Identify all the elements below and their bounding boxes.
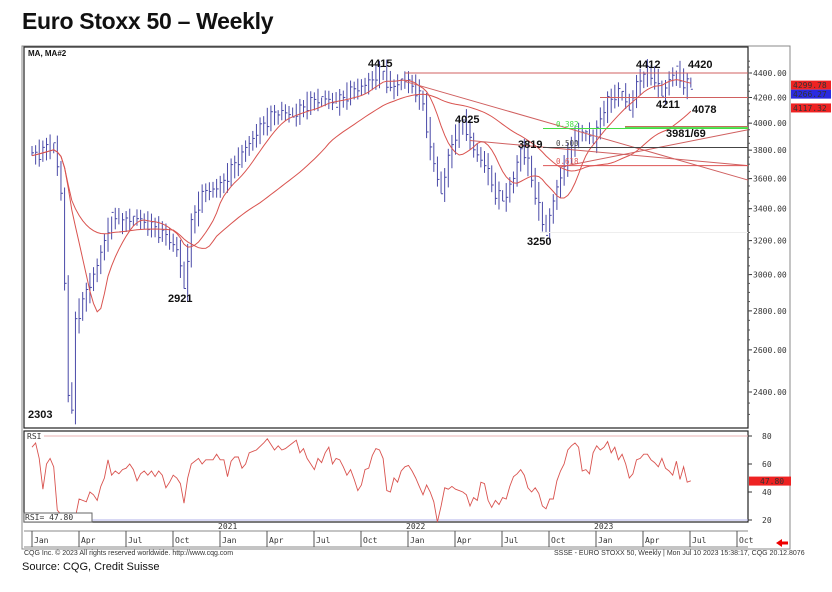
x-tick-label: Jan [222, 536, 237, 545]
rsi-tick-label: 60 [762, 460, 772, 469]
price-tag-label: 4117.32 [793, 104, 827, 113]
x-tick-label: Jul [504, 536, 519, 545]
price-tick-label: 3200.00 [753, 237, 787, 246]
price-tick-label: 4400.00 [753, 69, 787, 78]
rsi-line [31, 438, 691, 523]
x-tick-label: Apr [81, 536, 96, 545]
x-tick-label: Oct [739, 536, 754, 545]
price-tick-label: 3400.00 [753, 205, 787, 214]
x-tick-label: Jul [316, 536, 331, 545]
price-tag [791, 89, 831, 99]
annotation-4420: 4420 [688, 59, 712, 71]
annotation-2921: 2921 [168, 293, 192, 305]
annotation-3819: 3819 [518, 139, 542, 151]
fib-level-label: 0.618 [556, 157, 579, 166]
page-title: Euro Stoxx 50 – Weekly [22, 8, 274, 34]
chart-info-footer: SSSE - EURO STOXX 50, Weekly | Mon Jul 1… [554, 550, 805, 557]
annotation-4211: 4211 [656, 99, 680, 111]
trendline-up [559, 129, 749, 168]
x-tick-label: Apr [269, 536, 284, 545]
price-tick-label: 2400.00 [753, 388, 787, 397]
price-tick-label: 3000.00 [753, 271, 787, 280]
x-tick-label: Oct [363, 536, 378, 545]
price-tick-label: 2600.00 [753, 346, 787, 355]
x-tick-label: Oct [551, 536, 566, 545]
x-year-label: 2021 [218, 522, 237, 531]
rsi-label: RSI [27, 432, 42, 441]
rsi-readout-box [23, 512, 93, 523]
fib-level-label: 0.382 [556, 120, 579, 129]
price-chart: MA, MA#2 4400.00 4200.00 4000.00 3800.00 3600… [21, 45, 831, 550]
x-tick-label: Apr [457, 536, 472, 545]
annotation-2303: 2303 [28, 409, 52, 421]
rsi-tag [749, 476, 791, 486]
rsi-tick-label: 20 [762, 516, 772, 525]
annotation-4412: 4412 [636, 59, 660, 71]
x-tick-label: Jul [692, 536, 707, 545]
annotation-4078: 4078 [692, 104, 716, 116]
x-tick-label: Oct [175, 536, 190, 545]
x-tick-label: Jan [410, 536, 425, 545]
x-tick-label: Apr [645, 536, 660, 545]
annotation-3250: 3250 [527, 236, 551, 248]
copyright-footer: CQG Inc. © 2023 All rights reserved worl… [24, 550, 234, 557]
price-tick-label: 3600.00 [753, 175, 787, 184]
price-tag-label: 4299.78 [793, 81, 827, 90]
x-tick-label: Jan [34, 536, 49, 545]
rsi-tick-label: 80 [762, 432, 772, 441]
scroll-left-arrow-icon[interactable] [776, 539, 788, 547]
ma-legend: MA, MA#2 [28, 49, 67, 58]
rsi-tick-label: 40 [762, 488, 772, 497]
x-year-label: 2023 [594, 522, 613, 531]
rsi-panel [23, 430, 749, 523]
price-tick-label: 4200.00 [753, 93, 787, 102]
annotation-3981-69: 3981/69 [666, 128, 706, 140]
moving-average-40 [31, 93, 692, 249]
x-tick-label: Jan [598, 536, 613, 545]
price-tag [791, 103, 831, 113]
price-tick-label: 3800.00 [753, 146, 787, 155]
price-tag-label: 4266.27 [793, 90, 827, 99]
x-year-label: 2022 [406, 522, 425, 531]
trendline-down-2 [469, 140, 749, 167]
fib-level-label: 0.500 [556, 139, 579, 148]
rsi-readout: RSI= 47.80 [25, 513, 73, 522]
rsi-tag-label: 47.80 [760, 477, 784, 486]
annotation-4415: 4415 [368, 58, 392, 70]
source-note: Source: CQG, Credit Suisse [22, 561, 160, 573]
price-panel [23, 46, 749, 429]
annotation-4025: 4025 [455, 114, 479, 126]
price-tag [791, 80, 831, 90]
price-tick-label: 2800.00 [753, 307, 787, 316]
x-tick-label: Jul [128, 536, 143, 545]
moving-average-10 [31, 79, 691, 313]
trendline-down [404, 80, 749, 181]
price-tick-label: 4000.00 [753, 119, 787, 128]
